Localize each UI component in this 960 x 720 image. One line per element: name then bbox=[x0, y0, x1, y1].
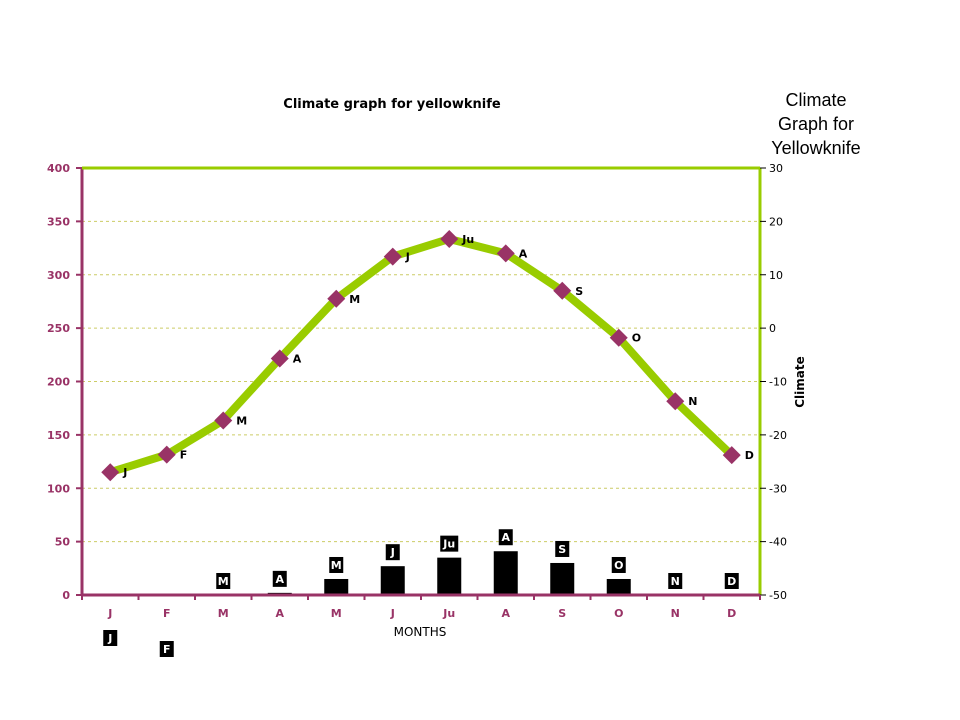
precipitation-label-box bbox=[668, 573, 683, 589]
temperature-data-label: M bbox=[349, 293, 360, 306]
precipitation-label-box bbox=[498, 529, 513, 546]
precipitation-label-box bbox=[159, 641, 174, 657]
y2-tick-label: 20 bbox=[769, 215, 783, 228]
precipitation-bar bbox=[493, 551, 518, 595]
precipitation-data-label: M bbox=[218, 575, 229, 588]
x-tick-label: M bbox=[218, 607, 229, 620]
x-tick-label: S bbox=[558, 607, 566, 620]
precipitation-label-box bbox=[329, 556, 344, 573]
precipitation-label-box bbox=[440, 535, 459, 552]
y-tick-label: 200 bbox=[47, 376, 70, 389]
x-tick-label: D bbox=[727, 607, 736, 620]
temperature-data-label: O bbox=[632, 332, 641, 345]
temperature-data-label: N bbox=[688, 395, 697, 408]
temperature-data-label: S bbox=[575, 285, 583, 298]
x-tick-label: O bbox=[614, 607, 623, 620]
precipitation-data-label: S bbox=[558, 543, 566, 556]
temperature-marker bbox=[214, 411, 233, 430]
temperature-data-label: A bbox=[293, 353, 302, 366]
temperature-marker bbox=[327, 289, 346, 308]
slide-title-line-1: Climate bbox=[785, 90, 847, 110]
temperature-data-label: M bbox=[236, 414, 247, 427]
y-tick-label: 0 bbox=[62, 589, 70, 602]
slide-title: Climate Graph for Yellowknife bbox=[752, 88, 880, 160]
temperature-data-label: A bbox=[519, 247, 528, 260]
temperature-data-label: J bbox=[122, 466, 127, 479]
precipitation-bar bbox=[437, 557, 462, 595]
temperature-marker bbox=[440, 229, 459, 248]
chart-title: Climate graph for yellowknife bbox=[283, 97, 501, 112]
precipitation-bar bbox=[606, 578, 631, 595]
x-tick-label: F bbox=[163, 607, 171, 620]
temperature-marker bbox=[383, 247, 402, 266]
temperature-marker bbox=[270, 349, 289, 368]
temperature-data-label: Ju bbox=[461, 233, 474, 246]
x-tick-label: Ju bbox=[442, 607, 455, 620]
y-tick-label: 50 bbox=[55, 536, 71, 549]
temperature-marker bbox=[157, 445, 176, 464]
x-axis-label: MONTHS bbox=[394, 625, 447, 639]
x-tick-label: A bbox=[275, 607, 284, 620]
precipitation-label-box bbox=[272, 570, 287, 587]
x-tick-label: J bbox=[390, 607, 395, 620]
x-tick-label: N bbox=[671, 607, 680, 620]
y2-axis-label: Climate bbox=[793, 356, 807, 408]
precipitation-data-label: F bbox=[163, 643, 171, 656]
precipitation-label-box bbox=[611, 556, 626, 573]
temperature-marker bbox=[722, 446, 741, 465]
precipitation-data-label: J bbox=[107, 632, 112, 645]
y-tick-label: 250 bbox=[47, 322, 70, 335]
precipitation-label-box bbox=[103, 630, 118, 646]
temperature-data-label: F bbox=[180, 449, 188, 462]
y2-tick-label: 0 bbox=[769, 322, 776, 335]
precipitation-data-label: M bbox=[331, 559, 342, 572]
precipitation-data-label: A bbox=[275, 573, 284, 586]
y-tick-label: 400 bbox=[47, 162, 70, 175]
slide-title-line-2: Graph for bbox=[777, 114, 855, 134]
precipitation-data-label: O bbox=[614, 559, 623, 572]
precipitation-bar bbox=[380, 566, 405, 595]
y2-tick-label: -10 bbox=[769, 376, 787, 389]
y2-tick-label: -50 bbox=[769, 589, 787, 602]
temperature-data-label: J bbox=[405, 251, 410, 264]
x-tick-label: A bbox=[501, 607, 510, 620]
slide-title-line-3: Yellowknife bbox=[771, 138, 861, 158]
y-tick-label: 150 bbox=[47, 429, 70, 442]
x-tick-label: M bbox=[331, 607, 342, 620]
temperature-line bbox=[106, 234, 736, 477]
x-tick-label: J bbox=[107, 607, 112, 620]
y2-tick-label: -20 bbox=[769, 429, 787, 442]
y2-tick-label: 10 bbox=[769, 269, 783, 282]
precipitation-data-label: J bbox=[390, 546, 395, 559]
precipitation-data-label: D bbox=[727, 575, 736, 588]
precipitation-label-box bbox=[724, 573, 739, 589]
temperature-marker bbox=[101, 463, 120, 482]
y2-tick-label: -30 bbox=[769, 482, 787, 495]
y-tick-label: 350 bbox=[47, 215, 70, 228]
precipitation-label-box bbox=[216, 573, 231, 589]
precipitation-bar bbox=[550, 562, 575, 595]
temperature-marker bbox=[496, 244, 515, 263]
y-tick-label: 300 bbox=[47, 269, 70, 282]
y2-tick-label: -40 bbox=[769, 536, 787, 549]
precipitation-bar bbox=[324, 578, 349, 595]
precipitation-data-label: Ju bbox=[442, 538, 455, 551]
temperature-marker bbox=[666, 392, 685, 411]
precipitation-label-box bbox=[555, 540, 570, 557]
temperature-data-label: D bbox=[745, 449, 754, 462]
temperature-marker bbox=[609, 328, 628, 347]
y2-tick-label: 30 bbox=[769, 162, 783, 175]
y-tick-label: 100 bbox=[47, 482, 70, 495]
temperature-marker bbox=[553, 281, 572, 300]
precipitation-data-label: A bbox=[501, 531, 510, 544]
precipitation-label-box bbox=[385, 544, 400, 561]
precipitation-data-label: N bbox=[671, 575, 680, 588]
